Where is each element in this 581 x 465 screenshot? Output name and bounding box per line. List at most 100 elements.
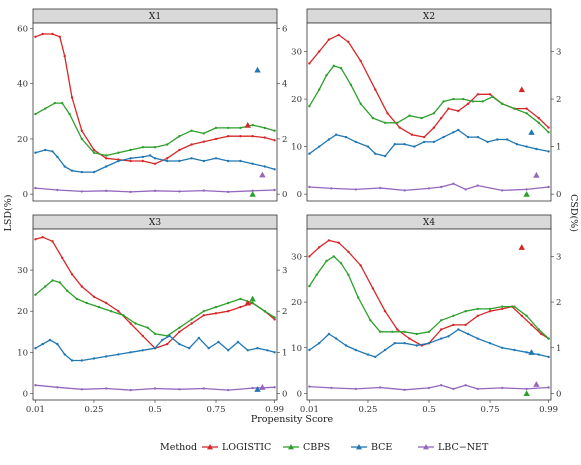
data-point-bce bbox=[41, 342, 44, 346]
data-point-cbps bbox=[308, 105, 311, 108]
data-point-logistic bbox=[432, 126, 436, 129]
data-point-bce bbox=[70, 169, 74, 172]
data-point-cbps bbox=[464, 310, 467, 313]
data-point-logistic bbox=[178, 148, 181, 152]
data-point-logistic bbox=[501, 307, 504, 311]
csd-marker-lbcnet bbox=[533, 381, 540, 387]
data-point-logistic bbox=[92, 295, 96, 298]
data-point-lbcnet bbox=[105, 387, 108, 390]
x-tick-label: 0.5 bbox=[148, 405, 162, 415]
data-point-bce bbox=[117, 353, 120, 356]
data-point-cbps bbox=[53, 101, 57, 105]
data-point-logistic bbox=[383, 310, 387, 313]
data-point-lbcnet bbox=[308, 385, 311, 388]
data-point-cbps bbox=[190, 129, 193, 132]
data-point-lbcnet bbox=[227, 388, 230, 392]
legend-marker-cbps bbox=[288, 444, 294, 450]
data-point-cbps bbox=[202, 310, 205, 313]
legend: Method LOGISTIC CBPS BCE LBC−NET bbox=[160, 442, 489, 453]
data-point-bce bbox=[56, 342, 59, 346]
data-point-logistic bbox=[371, 287, 375, 290]
csd-marker-logistic bbox=[244, 121, 251, 128]
data-point-logistic bbox=[70, 273, 74, 276]
data-point-logistic bbox=[70, 96, 74, 99]
data-point-bce bbox=[105, 165, 108, 168]
data-point-bce bbox=[251, 162, 254, 165]
data-point-logistic bbox=[80, 129, 84, 132]
data-point-logistic bbox=[525, 107, 528, 110]
data-point-logistic bbox=[153, 162, 157, 165]
data-point-lbcnet bbox=[525, 188, 528, 191]
data-point-logistic bbox=[214, 312, 218, 315]
data-point-cbps bbox=[190, 318, 193, 321]
data-point-logistic bbox=[80, 285, 84, 288]
data-point-cbps bbox=[415, 332, 418, 336]
csd-marker-bce bbox=[254, 386, 261, 392]
data-point-logistic bbox=[337, 241, 340, 244]
data-point-logistic bbox=[51, 240, 54, 243]
data-point-cbps bbox=[513, 107, 516, 110]
data-point-cbps bbox=[537, 328, 540, 331]
data-point-logistic bbox=[337, 33, 340, 37]
data-point-lbcnet bbox=[547, 185, 550, 189]
data-point-bce bbox=[515, 143, 519, 146]
data-point-logistic bbox=[63, 54, 66, 58]
y2-tick-label: 2 bbox=[556, 298, 561, 308]
y-tick-label: 20 bbox=[291, 298, 302, 308]
y2-tick-label: 1 bbox=[556, 344, 561, 354]
x-tick-label: 0.75 bbox=[481, 405, 500, 415]
data-point-bce bbox=[525, 145, 528, 148]
x-tick-label: 0.75 bbox=[207, 405, 226, 415]
y-tick-label: 0 bbox=[297, 190, 302, 200]
data-point-logistic bbox=[214, 137, 218, 141]
series-line-bce bbox=[35, 149, 275, 173]
data-point-lbcnet bbox=[105, 189, 108, 192]
data-point-logistic bbox=[202, 314, 205, 317]
data-point-lbcnet bbox=[403, 388, 406, 391]
series-line-cbps bbox=[35, 102, 275, 157]
data-point-cbps bbox=[178, 135, 181, 138]
data-point-logistic bbox=[530, 323, 533, 327]
data-point-bce bbox=[153, 347, 157, 350]
data-point-cbps bbox=[80, 137, 84, 141]
series-line-bce bbox=[35, 335, 275, 362]
data-point-logistic bbox=[359, 59, 362, 63]
y-tick-label: 20 bbox=[17, 135, 28, 145]
csd-marker-logistic bbox=[244, 299, 251, 306]
data-point-bce bbox=[466, 135, 470, 139]
y-tick-label: 10 bbox=[17, 348, 28, 358]
data-point-logistic bbox=[410, 133, 414, 136]
data-point-logistic bbox=[374, 88, 377, 91]
data-point-cbps bbox=[501, 305, 504, 308]
data-point-cbps bbox=[452, 314, 455, 317]
x-tick-label: 0.99 bbox=[265, 405, 284, 415]
y-tick-label: 0 bbox=[23, 389, 28, 399]
panel-area bbox=[32, 228, 278, 401]
data-point-logistic bbox=[105, 301, 108, 305]
data-point-bce bbox=[427, 342, 431, 345]
data-point-bce bbox=[393, 342, 396, 345]
data-point-logistic bbox=[239, 135, 242, 138]
y2-tick-label: 1 bbox=[556, 143, 561, 153]
panel-area bbox=[306, 228, 552, 401]
data-point-bce bbox=[513, 348, 516, 352]
data-point-lbcnet bbox=[178, 388, 181, 391]
data-point-cbps bbox=[273, 129, 276, 132]
data-point-lbcnet bbox=[227, 190, 230, 194]
data-point-lbcnet bbox=[427, 386, 431, 390]
data-point-cbps bbox=[476, 307, 479, 311]
data-point-logistic bbox=[202, 140, 205, 143]
data-point-lbcnet bbox=[464, 384, 467, 387]
data-point-bce bbox=[92, 170, 96, 174]
data-point-cbps bbox=[383, 121, 387, 125]
data-point-cbps bbox=[308, 284, 311, 288]
data-point-logistic bbox=[466, 102, 470, 106]
data-point-cbps bbox=[239, 297, 242, 301]
data-point-bce bbox=[547, 150, 550, 153]
data-point-bce bbox=[354, 140, 357, 144]
data-point-bce bbox=[202, 159, 205, 163]
data-point-cbps bbox=[273, 316, 276, 319]
data-point-cbps bbox=[34, 293, 37, 296]
csd-marker-cbps bbox=[249, 295, 256, 302]
data-point-logistic bbox=[386, 112, 389, 115]
